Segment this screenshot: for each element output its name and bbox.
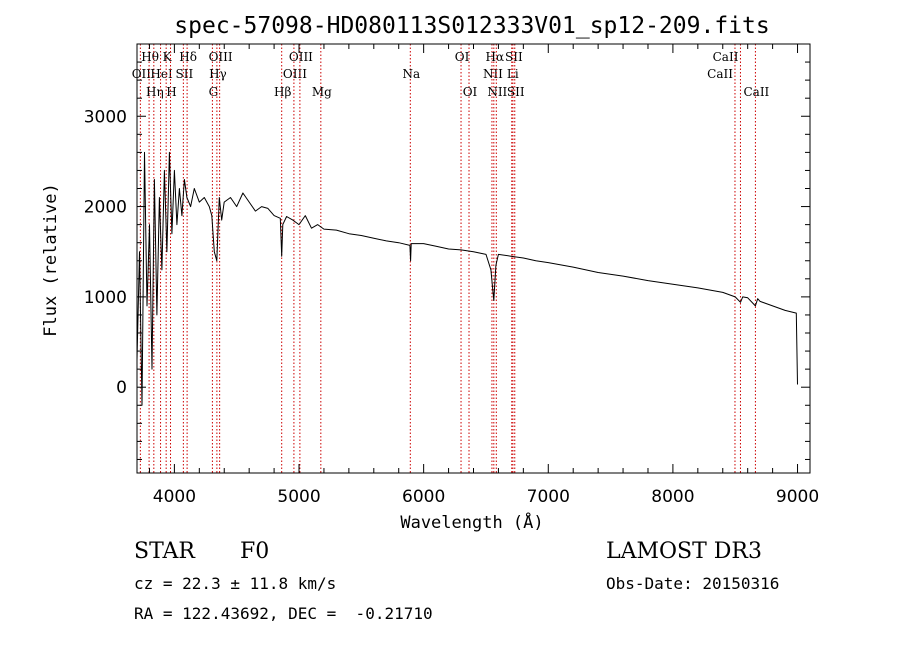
coordinates: RA = 122.43692, DEC = -0.21710 [134, 604, 433, 623]
object-type: STAR [134, 539, 195, 564]
line-label: Hβ [274, 85, 291, 99]
line-label: CaII [743, 85, 769, 99]
observation-date: Obs-Date: 20150316 [606, 574, 780, 593]
line-label: OIII [283, 67, 307, 81]
line-label: Mg [312, 85, 332, 99]
redshift-velocity: cz = 22.3 ± 11.8 km/s [134, 574, 337, 593]
y-tick-label: 0 [116, 378, 127, 398]
chart-title: spec-57098-HD080113S012333V01_sp12-209.f… [174, 13, 769, 39]
spectrum-line [136, 151, 798, 406]
x-axis-label: Wavelength (Å) [400, 511, 543, 533]
line-label: Li [507, 67, 519, 81]
x-tick-label: 4000 [153, 487, 196, 507]
line-label: OII [132, 67, 152, 81]
line-label: K [163, 50, 173, 64]
survey-name: LAMOST DR3 [606, 539, 762, 564]
object-subclass: F0 [240, 539, 270, 564]
y-tick-label: 2000 [84, 198, 127, 218]
line-label: Hη [146, 85, 164, 99]
axes: 4000 5000 6000 7000 8000 9000 0 1000 2000 3000 [84, 43, 819, 507]
y-axis-label: Flux (relative) [41, 183, 61, 337]
line-label: NII [487, 85, 507, 99]
x-tick-label: 8000 [651, 487, 694, 507]
y-tick-label: 1000 [84, 288, 127, 308]
line-label: CaII [713, 50, 739, 64]
spectrum-layer [136, 151, 798, 406]
line-label: OIII [209, 50, 233, 64]
line-label: Hγ [209, 67, 227, 81]
line-label: OI [463, 85, 478, 99]
line-label: Hδ [179, 50, 197, 64]
x-tick-label: 6000 [402, 487, 445, 507]
plot-frame [136, 43, 811, 474]
line-label: SII [507, 85, 525, 99]
line-label: H [166, 85, 176, 99]
y-tick-label: 3000 [84, 107, 127, 127]
line-label: NII [483, 67, 503, 81]
line-label: OIII [289, 50, 313, 64]
line-label: OI [455, 50, 470, 64]
line-label: SII [176, 67, 194, 81]
line-marker-layer: OIIHθHηHeIKHSIIHδGHγOIIIHβOIIIOIIIMgNaOI… [132, 44, 770, 473]
line-label: Hα [486, 50, 505, 64]
x-tick-label: 5000 [277, 487, 320, 507]
x-tick-label: 9000 [776, 487, 819, 507]
x-tick-label: 7000 [527, 487, 570, 507]
line-label: CaII [707, 67, 733, 81]
line-label: Na [402, 67, 420, 81]
line-label: SII [505, 50, 523, 64]
line-label: Hθ [141, 50, 159, 64]
line-label: G [209, 85, 219, 99]
line-label: HeI [150, 67, 173, 81]
